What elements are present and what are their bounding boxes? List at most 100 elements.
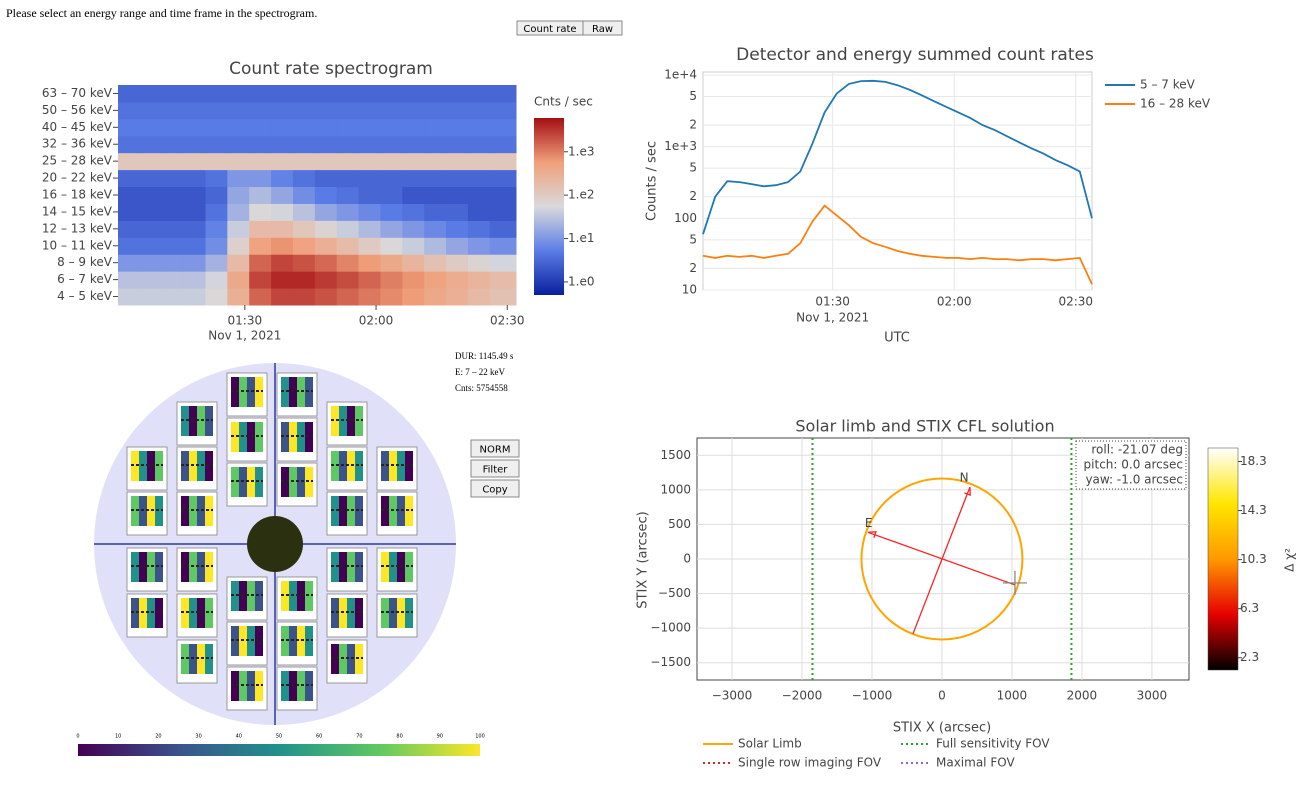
heat-cell bbox=[314, 135, 338, 154]
heat-cell bbox=[183, 220, 206, 238]
heat-cell bbox=[314, 152, 338, 171]
heat-cell bbox=[292, 135, 316, 154]
heat-cell bbox=[489, 220, 517, 238]
heat-cell bbox=[292, 203, 316, 221]
heat-cell bbox=[161, 152, 185, 171]
heat-cell bbox=[183, 288, 206, 306]
pixel-column bbox=[281, 422, 289, 452]
colorbar-tick-label: 1.e1 bbox=[568, 231, 594, 245]
y-tick-label: 4 – 5 keV bbox=[57, 289, 113, 303]
y-tick-label: 5 bbox=[689, 232, 697, 246]
heat-cell bbox=[227, 186, 250, 204]
heat-cell bbox=[424, 101, 447, 120]
pixel-column bbox=[181, 598, 189, 628]
heat-cell bbox=[227, 220, 250, 238]
button-box[interactable] bbox=[470, 459, 520, 478]
heat-cell bbox=[489, 118, 517, 137]
heat-cell bbox=[467, 237, 491, 255]
heat-cell bbox=[402, 288, 425, 306]
heat-cell bbox=[446, 118, 469, 137]
button-box[interactable] bbox=[582, 20, 623, 36]
button[interactable]: Filter bbox=[470, 459, 520, 478]
heat-cell bbox=[358, 186, 381, 204]
heat-cell bbox=[489, 135, 517, 154]
orientation-arrow bbox=[912, 486, 971, 635]
heat-cell bbox=[446, 169, 469, 188]
heat-cell bbox=[139, 220, 163, 238]
heat-cell bbox=[314, 254, 338, 272]
heat-cell bbox=[358, 118, 381, 137]
y-tick-label: 14 – 15 keV bbox=[42, 204, 113, 218]
y-tick-label: 20 – 22 keV bbox=[42, 171, 113, 185]
heat-cell bbox=[227, 118, 250, 137]
x-tick-label: 02:30 bbox=[1058, 295, 1093, 309]
heat-cell bbox=[271, 101, 294, 120]
heat-cell bbox=[467, 288, 491, 306]
heat-cell bbox=[183, 135, 206, 154]
heat-cell bbox=[227, 237, 250, 255]
legend-label: Full sensitivity FOV bbox=[936, 737, 1050, 751]
button[interactable]: Raw bbox=[582, 20, 623, 36]
heat-cell bbox=[358, 288, 381, 306]
x-axis-title: STIX X (arcsec) bbox=[893, 721, 991, 736]
arrow-head bbox=[867, 531, 877, 538]
heat-cell bbox=[249, 152, 272, 171]
heat-cell bbox=[227, 254, 250, 272]
button[interactable]: Count rate bbox=[516, 20, 584, 36]
button[interactable]: NORM bbox=[470, 439, 520, 458]
heat-cell bbox=[424, 169, 447, 188]
heat-cell bbox=[467, 254, 491, 272]
heat-cell bbox=[118, 118, 141, 137]
button-box[interactable] bbox=[470, 439, 520, 458]
heat-cell bbox=[292, 220, 316, 238]
heat-cell bbox=[205, 101, 228, 120]
y-tick-label: 1e+4 bbox=[664, 67, 697, 81]
colorbar-tick-label: 40 bbox=[236, 734, 242, 740]
heat-cell bbox=[139, 254, 163, 272]
heat-cell bbox=[292, 237, 316, 255]
button-label[interactable]: NORM bbox=[480, 445, 511, 456]
heat-cell bbox=[183, 271, 206, 289]
y-tick-label: 25 – 28 keV bbox=[42, 154, 113, 168]
y-tick-label: 2 bbox=[689, 118, 697, 132]
heat-cell bbox=[183, 169, 206, 188]
legend-label: Maximal FOV bbox=[936, 756, 1015, 770]
heat-cell bbox=[292, 271, 316, 289]
chart-title: Solar limb and STIX CFL solution bbox=[795, 417, 1054, 436]
y-tick-label: 1500 bbox=[660, 448, 691, 462]
heat-cell bbox=[271, 135, 294, 154]
heat-cell bbox=[205, 152, 228, 171]
button-label[interactable]: Copy bbox=[482, 485, 507, 496]
heat-cell bbox=[271, 85, 294, 103]
y-tick-label: 16 – 18 keV bbox=[42, 188, 113, 202]
legend-label: Solar Limb bbox=[738, 737, 802, 751]
button-label[interactable]: Filter bbox=[483, 465, 509, 476]
heat-cell bbox=[336, 169, 360, 188]
heat-cell bbox=[183, 152, 206, 171]
info-line: Cnts: 5754558 bbox=[455, 383, 508, 393]
button-label[interactable]: Count rate bbox=[523, 24, 576, 35]
heat-cell bbox=[118, 186, 141, 204]
heat-cell bbox=[446, 220, 469, 238]
heat-cell bbox=[249, 254, 272, 272]
heat-cell bbox=[139, 118, 163, 137]
button-box[interactable] bbox=[470, 479, 520, 498]
heat-cell bbox=[161, 101, 185, 120]
heat-cell bbox=[205, 85, 228, 103]
button-label[interactable]: Raw bbox=[592, 24, 613, 35]
heat-cell bbox=[183, 186, 206, 204]
heat-cell bbox=[249, 271, 272, 289]
heat-cell bbox=[183, 203, 206, 221]
heat-cell bbox=[336, 237, 360, 255]
heat-cell bbox=[271, 203, 294, 221]
heat-cell bbox=[161, 203, 185, 221]
colorbar-tick-label: 70 bbox=[356, 734, 362, 740]
x-tick-label: 01:30 bbox=[228, 314, 263, 328]
heat-cell bbox=[380, 271, 403, 289]
heat-cell bbox=[183, 237, 206, 255]
heat-cell bbox=[271, 271, 294, 289]
pixel-column bbox=[331, 644, 339, 674]
pixel-column bbox=[381, 496, 389, 526]
heat-cell bbox=[467, 85, 491, 103]
button[interactable]: Copy bbox=[470, 479, 520, 498]
